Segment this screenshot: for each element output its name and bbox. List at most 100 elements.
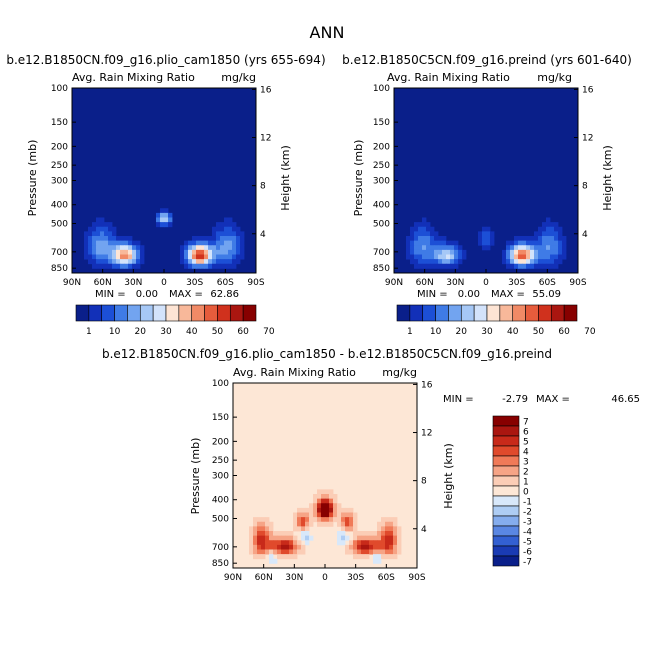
- heatmap-cell: [136, 245, 141, 251]
- heatmap-cell: [438, 259, 443, 265]
- heatmap-cell: [542, 254, 547, 260]
- heatmap-cell: [341, 521, 346, 527]
- heatmap-cell: [249, 535, 254, 541]
- heatmap-cell: [100, 263, 105, 269]
- heatmap-cell: [482, 245, 487, 251]
- heatmap-cell: [253, 531, 258, 537]
- heatmap-cell: [313, 498, 318, 504]
- heatmap-cell: [486, 231, 491, 237]
- heatmap-cell: [100, 222, 105, 228]
- panel-subtitle: Avg. Rain Mixing Ratio: [72, 71, 195, 84]
- heatmap-cell: [116, 249, 121, 255]
- colorbar-label: 1: [407, 327, 413, 337]
- heatmap-cell: [518, 240, 523, 246]
- colorbar-label: 4: [523, 448, 529, 458]
- x-tick-label: 60N: [94, 278, 112, 288]
- heatmap-cell: [430, 245, 435, 251]
- colorbar-swatch: [492, 425, 520, 437]
- max-value: 55.09: [532, 289, 561, 300]
- heatmap-cell: [486, 226, 491, 232]
- heatmap-cell: [277, 549, 282, 555]
- heatmap-cell: [232, 240, 237, 246]
- colorbar-swatch: [492, 495, 520, 507]
- heatmap-cell: [188, 254, 193, 260]
- height-tick-label: 4: [260, 230, 266, 240]
- heatmap-cell: [200, 249, 205, 255]
- heatmap-cell: [128, 249, 133, 255]
- colorbar-swatch: [460, 304, 475, 322]
- heatmap-cell: [212, 226, 217, 232]
- heatmap-cell: [236, 249, 241, 255]
- heatmap-cell: [385, 544, 390, 550]
- y-tick-label: 300: [51, 177, 68, 187]
- heatmap-cell: [357, 549, 362, 555]
- heatmap-cell: [313, 494, 318, 500]
- heatmap-cell: [188, 263, 193, 269]
- heatmap-cell: [112, 245, 117, 251]
- heatmap-cell: [442, 254, 447, 260]
- heatmap-cell: [345, 549, 350, 555]
- heatmap-cell: [96, 254, 101, 260]
- y-tick-label: 200: [51, 142, 68, 152]
- heatmap-cell: [116, 263, 121, 269]
- heatmap-cell: [236, 236, 241, 242]
- heatmap-cell: [546, 226, 551, 232]
- heatmap-cell: [100, 240, 105, 246]
- heatmap-cell: [293, 554, 298, 560]
- heatmap-cell: [305, 531, 310, 537]
- heatmap-cell: [232, 236, 237, 242]
- heatmap-cell: [100, 259, 105, 265]
- heatmap-cell: [446, 245, 451, 251]
- heatmap-cell: [132, 240, 137, 246]
- heatmap-cell: [100, 249, 105, 255]
- heatmap-difference: [233, 383, 417, 568]
- heatmap-cell: [285, 544, 290, 550]
- heatmap-cell: [228, 249, 233, 255]
- heatmap-cell: [373, 540, 378, 546]
- colorbar-swatch: [492, 515, 520, 527]
- heatmap-cell: [542, 231, 547, 237]
- heatmap-cell: [236, 245, 241, 251]
- heatmap-cell: [426, 236, 431, 242]
- heatmap-cell: [313, 503, 318, 509]
- heatmap-cell: [438, 245, 443, 251]
- heatmap-cell: [204, 236, 209, 242]
- heatmap-cell: [253, 544, 258, 550]
- heatmap-cell: [297, 526, 302, 532]
- colorbar-label: 40: [507, 327, 519, 337]
- heatmap-cell: [434, 240, 439, 246]
- heatmap-cell: [406, 254, 411, 260]
- heatmap-cell: [132, 259, 137, 265]
- colorbar-label: -5: [523, 538, 532, 548]
- heatmap-cell: [353, 512, 358, 518]
- heatmap-cell: [240, 245, 245, 251]
- heatmap-cell: [120, 249, 125, 255]
- heatmap-cell: [534, 249, 539, 255]
- heatmap-cell: [112, 254, 117, 260]
- heatmap-cell: [321, 503, 326, 509]
- heatmap-cell: [253, 554, 258, 560]
- heatmap-cell: [317, 521, 322, 527]
- heatmap-cell: [128, 259, 133, 265]
- heatmap-cell: [184, 245, 189, 251]
- heatmap-cell: [224, 240, 229, 246]
- heatmap-cell: [104, 254, 109, 260]
- colorbar-label: 2: [523, 468, 529, 478]
- heatmap-cell: [188, 240, 193, 246]
- x-tick-label: 60N: [255, 573, 273, 583]
- colorbar-swatch: [492, 545, 520, 557]
- heatmap-cell: [261, 540, 266, 546]
- heatmap-cell: [373, 554, 378, 560]
- heatmap-cell: [526, 240, 531, 246]
- heatmap-cell: [220, 249, 225, 255]
- x-tick-label: 30S: [347, 573, 364, 583]
- heatmap-cell: [92, 259, 97, 265]
- heatmap-cell: [269, 554, 274, 560]
- heatmap-cell: [297, 512, 302, 518]
- colorbar-label: 50: [533, 327, 545, 337]
- heatmap-cell: [430, 240, 435, 246]
- heatmap-cell: [542, 226, 547, 232]
- heatmap-cell: [88, 240, 93, 246]
- heatmap-cell: [442, 259, 447, 265]
- heatmap-cell: [426, 226, 431, 232]
